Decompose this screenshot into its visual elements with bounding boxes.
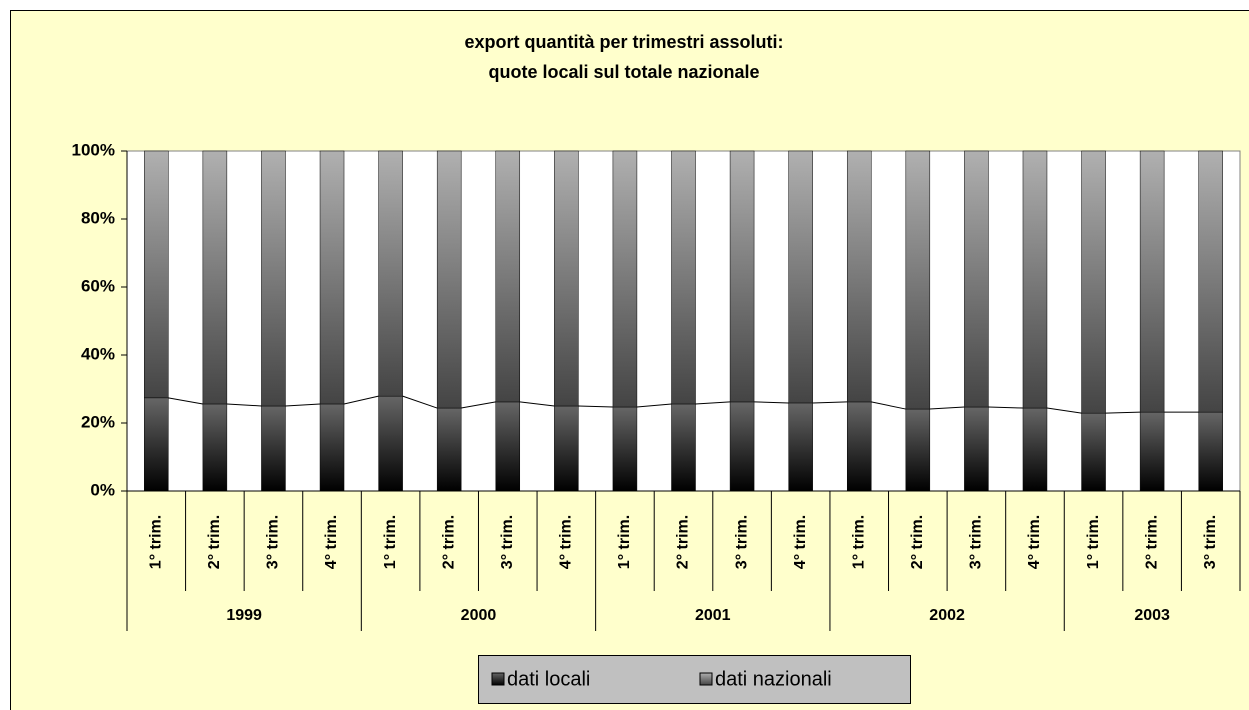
y-tick-label: 80%: [81, 208, 115, 227]
group-label: 2000: [461, 607, 497, 624]
bar-segment: [1022, 150, 1048, 409]
bar-segment: [1198, 150, 1223, 413]
x-tick-label: 1° trim.: [148, 515, 165, 569]
group-label: 1999: [226, 607, 262, 624]
bar-segment: [729, 401, 755, 492]
y-tick-label: 60%: [81, 276, 115, 295]
bar-segment: [788, 150, 813, 404]
bar-segment: [144, 397, 169, 492]
legend-box: [478, 655, 911, 704]
bar-segment: [964, 150, 989, 408]
bar-segment: [729, 150, 755, 403]
chart-title: quote locali sul totale nazionale: [488, 62, 759, 82]
series-line: [1105, 411, 1141, 414]
x-tick-label: 4° trim.: [792, 515, 809, 569]
bar-segment: [612, 406, 638, 492]
bar-segment: [261, 150, 286, 407]
series-line: [695, 401, 731, 405]
x-tick-label: 1° trim.: [850, 515, 867, 569]
bar-segment: [1198, 411, 1223, 492]
bar-segment: [319, 403, 345, 492]
series-line: [226, 403, 262, 407]
series-line: [519, 401, 555, 407]
bar-segment: [671, 403, 696, 492]
bar-segment: [612, 150, 638, 408]
bar-segment: [1139, 150, 1165, 413]
y-tick-label: 40%: [81, 344, 115, 363]
bar-segment: [905, 408, 931, 492]
bar-segment: [378, 150, 403, 397]
series-line: [461, 401, 496, 409]
bar-segment: [1022, 407, 1048, 492]
x-tick-label: 1° trim.: [382, 515, 399, 569]
y-tick-label: 0%: [90, 480, 115, 499]
series-line: [754, 401, 789, 404]
bar-segment: [202, 150, 228, 405]
y-tick-label: 20%: [81, 412, 115, 431]
x-tick-label: 2° trim.: [675, 515, 692, 569]
series-line: [636, 403, 672, 408]
legend-swatch: [491, 672, 505, 686]
bar-segment: [554, 405, 579, 492]
bar-segment: [202, 403, 228, 492]
x-tick-label: 4° trim.: [323, 515, 340, 569]
series-line: [929, 406, 965, 410]
x-tick-label: 3° trim.: [265, 515, 282, 569]
bar-segment: [378, 395, 403, 492]
bar-segment: [436, 150, 462, 409]
bar-segment: [436, 407, 462, 492]
bar-segment: [846, 401, 872, 492]
bar-segment: [1139, 411, 1165, 492]
y-tick-label: 100%: [72, 140, 115, 159]
series-line: [812, 401, 848, 404]
legend-label: dati locali: [507, 668, 590, 690]
series-line: [871, 401, 906, 410]
series-line: [988, 406, 1023, 409]
bar-segment: [1081, 412, 1106, 492]
series-line: [578, 405, 613, 408]
chart-title: export quantità per trimestri assoluti:: [464, 32, 783, 52]
x-tick-label: 1° trim.: [1085, 515, 1102, 569]
x-tick-label: 2° trim.: [206, 515, 223, 569]
x-tick-label: 1° trim.: [616, 515, 633, 569]
x-tick-label: 2° trim.: [909, 515, 926, 569]
bar-segment: [495, 150, 521, 403]
x-tick-label: 3° trim.: [968, 515, 985, 569]
bar-segment: [846, 150, 872, 403]
series-line: [343, 395, 379, 405]
x-tick-label: 2° trim.: [440, 515, 457, 569]
series-line: [168, 397, 203, 405]
series-line: [402, 395, 438, 409]
x-tick-label: 2° trim.: [1143, 515, 1160, 569]
legend-label: dati nazionali: [715, 668, 832, 690]
bar-segment: [495, 401, 521, 492]
bar-segment: [964, 406, 989, 492]
x-tick-label: 4° trim.: [1026, 515, 1043, 569]
group-label: 2003: [1134, 607, 1170, 624]
x-tick-label: 4° trim.: [558, 515, 575, 569]
series-line: [1046, 407, 1082, 414]
x-tick-label: 3° trim.: [733, 515, 750, 569]
group-label: 2001: [695, 607, 731, 624]
x-tick-label: 3° trim.: [1202, 515, 1219, 569]
bar-segment: [788, 402, 813, 492]
bar-segment: [554, 150, 579, 407]
legend-swatch: [699, 672, 713, 686]
bar-segment: [671, 150, 696, 405]
bar-segment: [319, 150, 345, 405]
bar-segment: [144, 150, 169, 399]
bar-segment: [905, 150, 931, 410]
series-line: [285, 403, 321, 407]
bar-segment: [1081, 150, 1106, 414]
x-tick-label: 3° trim.: [499, 515, 516, 569]
bar-segment: [261, 405, 286, 492]
group-label: 2002: [929, 607, 965, 624]
